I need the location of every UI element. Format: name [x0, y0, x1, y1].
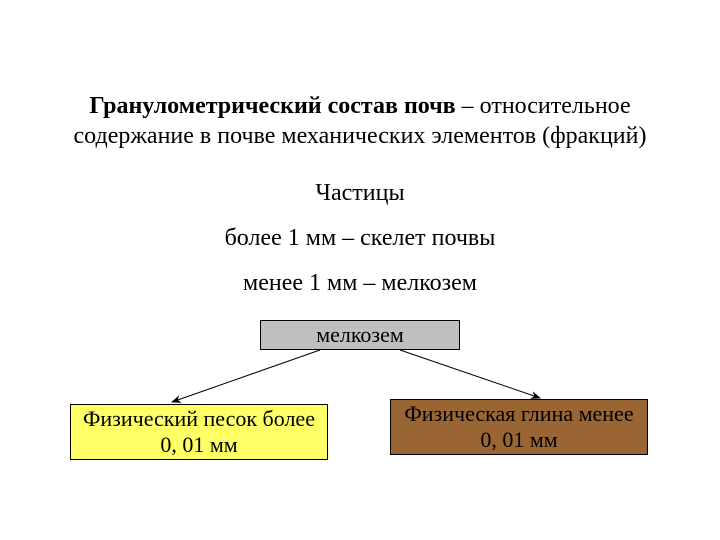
arrow-left — [172, 350, 320, 402]
right-box-line1: Физическая глина менее — [404, 401, 633, 427]
right-box-line2: 0, 01 мм — [404, 427, 633, 453]
left-box-sand: Физический песок более 0, 01 мм — [70, 404, 328, 460]
term-rest1: – относительное — [456, 93, 631, 119]
arrow-right — [400, 350, 540, 398]
root-box-label: мелкозем — [316, 322, 404, 348]
left-box-line1: Физический песок более — [83, 406, 315, 432]
particles-line1: более 1 мм – скелет почвы — [0, 225, 720, 252]
root-box-melkozem: мелкозем — [260, 320, 460, 350]
particles-label: Частицы — [0, 180, 720, 207]
definition-line2: содержание в почве механических элементо… — [20, 121, 700, 151]
term-bold: Гранулометрический состав почв — [89, 93, 455, 119]
definition-heading: Гранулометрический состав почв – относит… — [20, 91, 700, 151]
right-box-clay: Физическая глина менее 0, 01 мм — [390, 399, 648, 455]
particles-line2: менее 1 мм – мелкозем — [0, 270, 720, 297]
left-box-line2: 0, 01 мм — [83, 432, 315, 458]
